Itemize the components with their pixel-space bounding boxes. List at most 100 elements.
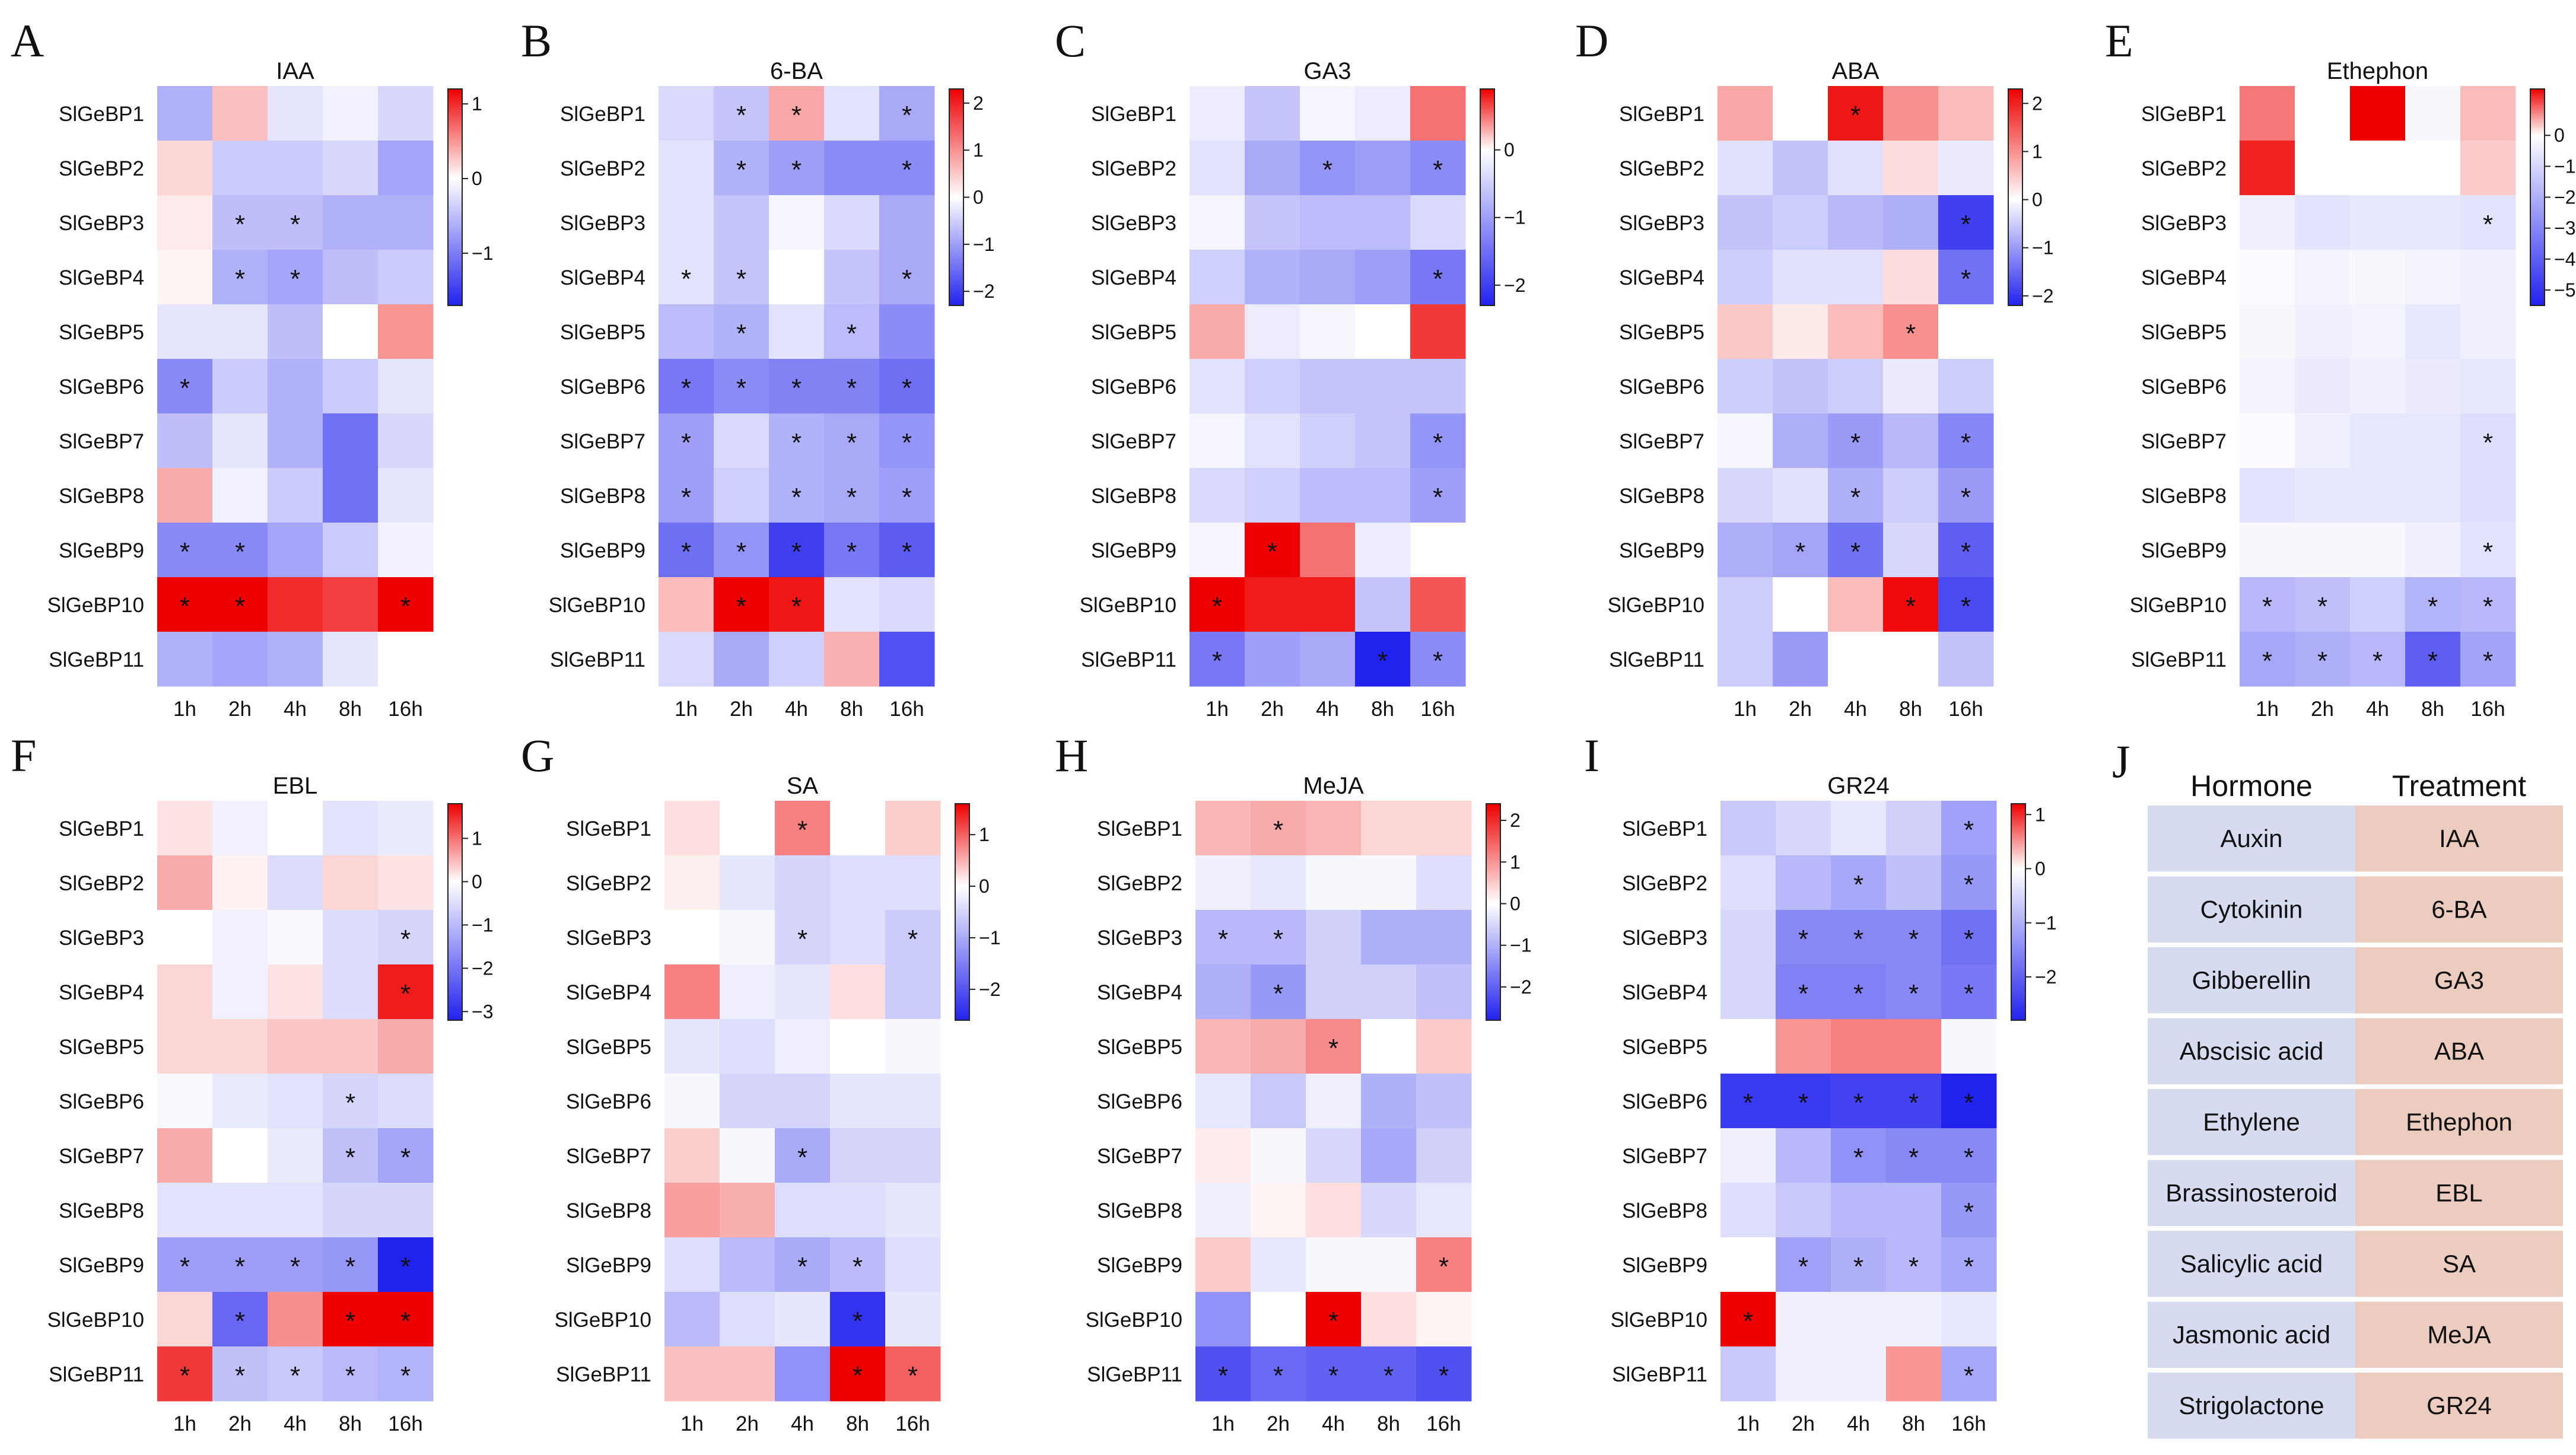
heatmap-cell (2295, 577, 2351, 632)
heatmap-cell (2460, 359, 2516, 414)
gene-label: SlGeBP11 (556, 1363, 651, 1386)
heatmap-cell (1776, 910, 1831, 965)
gene-label: SlGeBP4 (1097, 981, 1182, 1004)
table-cell-hormone: Strigolactone (2179, 1392, 2324, 1419)
colorbar-tick-label: 0 (1510, 893, 1521, 914)
significance-star: * (1798, 925, 1808, 954)
significance-star: * (235, 1361, 245, 1390)
timepoint-label: 1h (173, 1412, 196, 1435)
heatmap-cell (1773, 577, 1828, 632)
heatmap-cell (2295, 141, 2351, 196)
heatmap-cell (1410, 523, 1466, 578)
heatmap-cell (2405, 195, 2461, 250)
gene-label: SlGeBP1 (59, 817, 144, 840)
timepoint-label: 8h (339, 698, 362, 721)
heatmap-cell (824, 632, 880, 687)
gene-label: SlGeBP10 (47, 594, 144, 617)
heatmap-cell (830, 801, 886, 856)
significance-star: * (1906, 592, 1916, 621)
heatmap-cell (1941, 1019, 1997, 1074)
gene-label: SlGeBP3 (1091, 212, 1176, 235)
heatmap-cell (824, 304, 880, 359)
heatmap-cell (714, 632, 769, 687)
heatmap-cell (1828, 304, 1884, 359)
heatmap-cell (1938, 359, 1994, 414)
heatmap-cell (1773, 86, 1828, 141)
timepoint-label: 16h (2470, 698, 2505, 721)
heatmap-cell (1831, 801, 1887, 856)
timepoint-label: 4h (1847, 1412, 1870, 1435)
timepoint-label: 4h (791, 1412, 814, 1435)
heatmap-cell (378, 1183, 434, 1238)
heatmap-cell (1245, 413, 1300, 469)
heatmap-cell (212, 964, 268, 1020)
table-cell-hormone: Salicylic acid (2180, 1250, 2323, 1278)
colorbar-tick-label: −1 (2554, 155, 2575, 177)
gene-label: SlGeBP9 (560, 539, 645, 562)
colorbar (2008, 88, 2023, 306)
heatmap-cell (714, 523, 769, 578)
timepoint-label: 16h (895, 1412, 930, 1435)
heatmap-cell (769, 577, 825, 632)
heatmap-cell (1416, 1237, 1472, 1292)
heatmap-cell (157, 632, 213, 687)
gene-label: SlGeBP6 (59, 375, 144, 399)
timepoint-label: 16h (1426, 1412, 1461, 1435)
heatmap-cell (1720, 855, 1776, 910)
timepoint-label: 2h (1792, 1412, 1815, 1435)
timepoint-label: 1h (1206, 698, 1229, 721)
heatmap-cell (1195, 801, 1251, 856)
significance-star: * (1964, 1361, 1974, 1390)
colorbar (1486, 803, 1501, 1021)
heatmap-cell (769, 250, 825, 305)
heatmap-cell (2405, 304, 2461, 359)
heatmap-cell (714, 413, 769, 469)
heatmap-cell (2350, 523, 2406, 578)
heatmap-cell (1883, 523, 1939, 578)
colorbar-tick-label: −4 (2554, 249, 2575, 270)
heatmap-cell (1251, 1128, 1306, 1183)
heatmap-cell (1416, 964, 1472, 1020)
heatmap-cell (157, 964, 213, 1020)
significance-star: * (1743, 1088, 1753, 1117)
heatmap-cell (824, 141, 880, 196)
significance-star: * (1743, 1307, 1753, 1336)
significance-star: * (1964, 1143, 1974, 1172)
colorbar-tick-label: 1 (472, 93, 482, 114)
panel-title: SA (787, 773, 819, 799)
gene-label: SlGeBP11 (1609, 648, 1704, 671)
heatmap-cell (1886, 1183, 1942, 1238)
significance-star: * (1798, 979, 1808, 1008)
heatmap-cell (268, 523, 323, 578)
heatmap-cell (1300, 577, 1356, 632)
significance-star: * (400, 1252, 411, 1281)
table-cell-hormone: Auxin (2220, 824, 2282, 852)
panel-letter: D (1575, 15, 1608, 66)
heatmap-cell (824, 523, 880, 578)
heatmap-cell (1300, 413, 1356, 469)
heatmap-cell (268, 910, 323, 965)
table-cell-treatment-bg (2355, 1018, 2563, 1084)
table-cell-treatment: 6-BA (2431, 895, 2486, 923)
heatmap-cell (659, 195, 714, 250)
significance-star: * (1433, 647, 1443, 676)
heatmap-cell (1831, 1019, 1887, 1074)
heatmap-cell (1941, 910, 1997, 965)
timepoint-label: 8h (846, 1412, 869, 1435)
heatmap-cell (830, 1183, 886, 1238)
heatmap-cell (1776, 855, 1831, 910)
timepoint-label: 16h (1948, 698, 1983, 721)
heatmap-cell (1410, 304, 1466, 359)
heatmap-cell (2350, 250, 2406, 305)
heatmap-cell (1251, 855, 1306, 910)
heatmap-cell (1776, 1183, 1831, 1238)
heatmap-cell (1306, 1128, 1362, 1183)
significance-star: * (1328, 1307, 1338, 1336)
significance-star: * (791, 374, 802, 403)
heatmap-cell (157, 304, 213, 359)
gene-label: SlGeBP1 (1619, 103, 1704, 126)
significance-star: * (791, 101, 802, 130)
significance-star: * (736, 592, 746, 621)
heatmap-cell (1355, 195, 1411, 250)
